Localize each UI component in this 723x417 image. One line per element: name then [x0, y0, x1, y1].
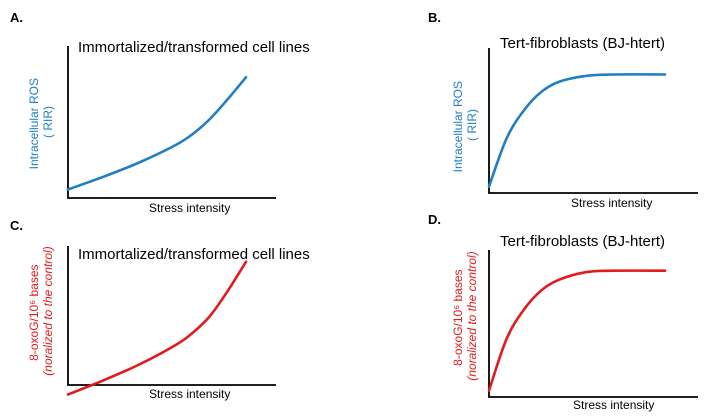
- chart-title: Tert-fibroblasts (BJ-htert): [500, 35, 665, 52]
- panel-label: A.: [10, 10, 23, 25]
- data-line: [487, 73, 667, 188]
- data-line: [487, 269, 667, 392]
- y-axis-label-line: Intracellular ROS: [27, 78, 41, 169]
- y-axis-label: 8-oxoG/10⁶ bases (noralized to the contr…: [27, 246, 55, 375]
- y-axis-label-line: (noralized to the control): [465, 251, 479, 380]
- data-line: [66, 76, 248, 191]
- x-axis-label: Stress intensity: [149, 201, 230, 215]
- axes: [67, 246, 276, 386]
- data-line: [66, 260, 248, 396]
- y-axis-label: Intracellular ROS ( RIR): [27, 75, 55, 170]
- y-axis-label: Intracellular ROS ( RIR): [451, 78, 479, 173]
- x-axis-label: Stress intensity: [571, 196, 652, 210]
- y-axis-label-line: 8-oxoG/10⁶ bases: [451, 270, 465, 366]
- x-axis-label: Stress intensity: [149, 387, 230, 401]
- panel-label: D.: [428, 212, 441, 227]
- panel-c: C. Immortalized/transformed cell lines 8…: [10, 218, 310, 401]
- y-axis-label-line: 8-oxoG/10⁶ bases: [27, 265, 41, 361]
- y-axis-label-line: ( RIR): [41, 106, 55, 138]
- y-axis-label-line: (noralized to the control): [41, 246, 55, 375]
- panel-d: D. Tert-fibroblasts (BJ-htert) 8-oxoG/10…: [428, 212, 698, 412]
- chart-title: Immortalized/transformed cell lines: [78, 39, 310, 56]
- axes: [488, 48, 698, 194]
- y-axis-label-line: Intracellular ROS: [451, 81, 465, 172]
- panel-b: B. Tert-fibroblasts (BJ-htert) Intracell…: [428, 10, 698, 210]
- panel-label: C.: [10, 218, 23, 233]
- axes: [67, 46, 276, 199]
- x-axis-label: Stress intensity: [573, 398, 654, 412]
- y-axis-label-line: ( RIR): [465, 109, 479, 141]
- chart-title: Tert-fibroblasts (BJ-htert): [500, 233, 665, 250]
- y-axis-label: 8-oxoG/10⁶ bases (noralized to the contr…: [451, 251, 479, 380]
- chart-title: Immortalized/transformed cell lines: [78, 246, 310, 263]
- axes: [488, 250, 698, 398]
- panel-a: A. Immortalized/transformed cell lines I…: [10, 10, 310, 215]
- panel-label: B.: [428, 10, 441, 25]
